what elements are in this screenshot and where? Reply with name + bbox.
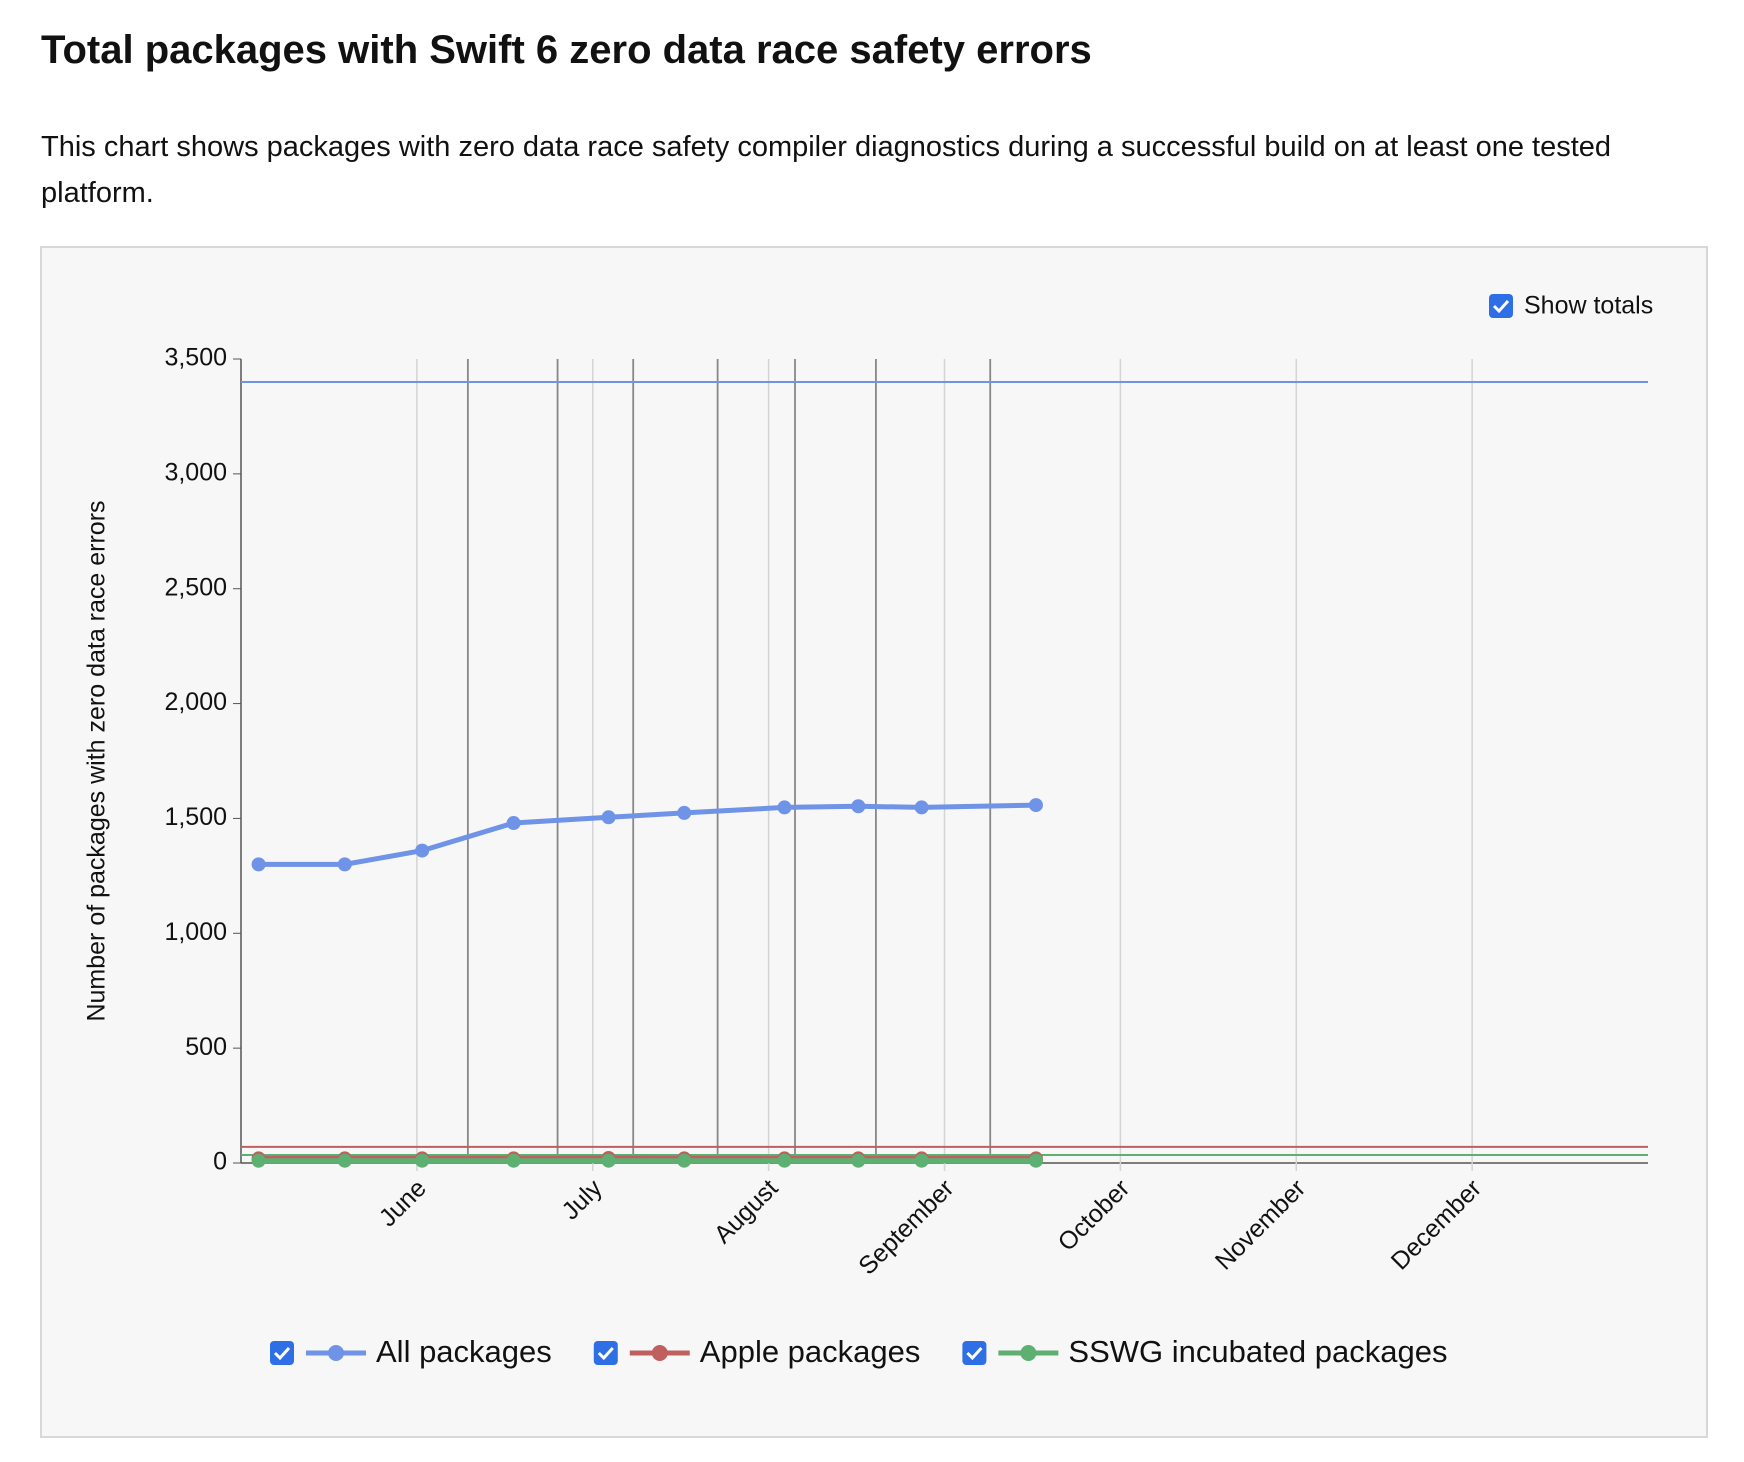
data-point [251, 857, 266, 872]
y-tick-label: 3,000 [164, 458, 227, 486]
data-point [1028, 798, 1043, 813]
y-tick-label: 0 [213, 1148, 227, 1176]
data-point [1028, 1153, 1043, 1168]
data-point [601, 810, 616, 825]
data-point [851, 1153, 866, 1168]
y-tick-label: 2,500 [164, 573, 227, 601]
y-tick-label: 2,000 [164, 688, 227, 716]
checkmark [1492, 299, 1510, 314]
y-axis-label: Number of packages with zero data race e… [83, 500, 111, 1021]
data-point [914, 800, 929, 815]
checkbox[interactable] [270, 1341, 294, 1365]
legend-label: SSWG incubated packages [1068, 1334, 1447, 1369]
y-tick-label: 500 [185, 1033, 227, 1061]
data-point [415, 843, 430, 858]
data-point [914, 1153, 929, 1168]
legend-label: All packages [376, 1334, 552, 1369]
data-point [677, 805, 692, 820]
y-tick-label: 1,500 [164, 803, 227, 831]
y-tick-label: 3,500 [164, 344, 227, 372]
legend-dot [328, 1345, 344, 1361]
legend-dot [651, 1345, 668, 1361]
chart-panel [40, 246, 1708, 1438]
data-point [677, 1153, 692, 1168]
checkmark [597, 1346, 614, 1361]
data-point [506, 816, 521, 831]
checkmark [966, 1346, 983, 1361]
data-point [337, 1153, 352, 1168]
show-totals-label: Show totals [1524, 292, 1653, 320]
checkbox[interactable] [1489, 294, 1513, 318]
series-line [258, 802, 1037, 867]
data-point [777, 800, 792, 815]
legend-label: Apple packages [700, 1334, 921, 1369]
page-title: Total packages with Swift 6 zero data ra… [41, 28, 1092, 72]
data-point [337, 857, 352, 872]
data-point [601, 1153, 616, 1168]
data-point [851, 799, 866, 814]
data-point [777, 1153, 792, 1168]
page-description: This chart shows packages with zero data… [41, 131, 1612, 209]
data-point [251, 1153, 266, 1168]
checkbox[interactable] [593, 1341, 618, 1365]
y-tick-label: 1,000 [164, 918, 227, 946]
data-point [506, 1153, 521, 1168]
checkbox[interactable] [962, 1341, 987, 1365]
checkmark [273, 1346, 291, 1361]
data-point [415, 1153, 430, 1168]
legend-dot [1020, 1345, 1037, 1361]
